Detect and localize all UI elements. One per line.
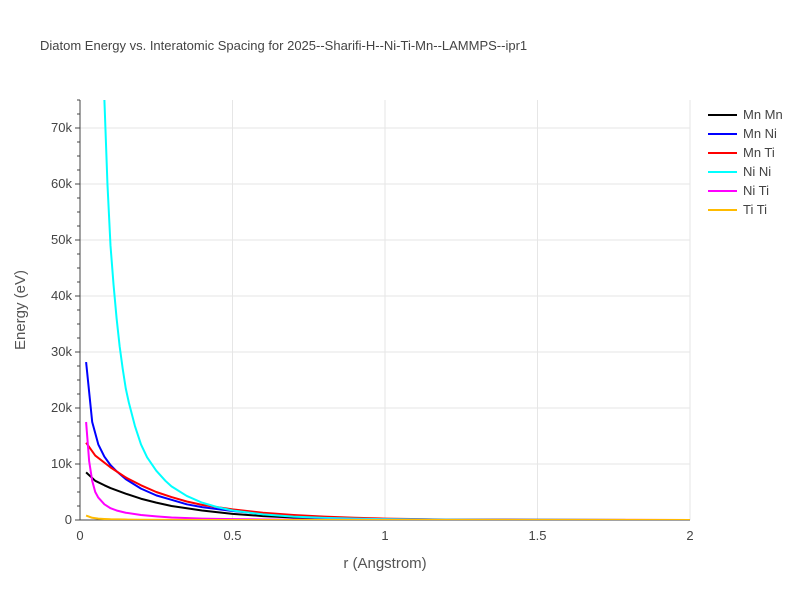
legend-item-ti-ti[interactable]: Ti Ti bbox=[708, 202, 767, 217]
y-tick-label: 60k bbox=[51, 176, 72, 191]
legend[interactable]: Mn Mn Mn Ni Mn Ti Ni Ni Ni Ti Ti Ti bbox=[708, 107, 783, 217]
series-line-ni-ni bbox=[103, 100, 690, 520]
legend-label: Mn Ni bbox=[743, 126, 777, 141]
legend-label: Mn Ti bbox=[743, 145, 775, 160]
legend-label: Ti Ti bbox=[743, 202, 767, 217]
y-tick-label: 70k bbox=[51, 120, 72, 135]
x-tick-label: 0 bbox=[76, 528, 83, 543]
y-tick-label: 50k bbox=[51, 232, 72, 247]
legend-item-ni-ti[interactable]: Ni Ti bbox=[708, 183, 769, 198]
y-tick-label: 40k bbox=[51, 288, 72, 303]
y-tick-label: 0 bbox=[65, 512, 72, 527]
y-axis-title: Energy (eV) bbox=[12, 270, 29, 350]
y-tick-label: 10k bbox=[51, 456, 72, 471]
x-tick-label: 0.5 bbox=[223, 528, 241, 543]
series-lines bbox=[85, 100, 690, 520]
x-axis-title: r (Angstrom) bbox=[343, 555, 426, 572]
grid bbox=[80, 100, 691, 520]
legend-label: Ni Ti bbox=[743, 183, 769, 198]
x-tick-labels: 0 0.5 1 1.5 2 bbox=[76, 528, 693, 543]
x-tick-label: 1 bbox=[381, 528, 388, 543]
legend-label: Mn Mn bbox=[743, 107, 783, 122]
y-tick-label: 30k bbox=[51, 344, 72, 359]
legend-item-ni-ni[interactable]: Ni Ni bbox=[708, 164, 771, 179]
x-tick-label: 1.5 bbox=[528, 528, 546, 543]
legend-item-mn-ti[interactable]: Mn Ti bbox=[708, 145, 775, 160]
legend-item-mn-ni[interactable]: Mn Ni bbox=[708, 126, 777, 141]
chart-title: Diatom Energy vs. Interatomic Spacing fo… bbox=[40, 38, 527, 53]
y-tick-label: 20k bbox=[51, 400, 72, 415]
x-tick-label: 2 bbox=[686, 528, 693, 543]
legend-label: Ni Ni bbox=[743, 164, 771, 179]
legend-item-mn-mn[interactable]: Mn Mn bbox=[708, 107, 783, 122]
y-tick-labels: 0 10k 20k 30k 40k 50k 60k 70k bbox=[51, 120, 72, 527]
series-line-ti-ti bbox=[85, 514, 690, 520]
